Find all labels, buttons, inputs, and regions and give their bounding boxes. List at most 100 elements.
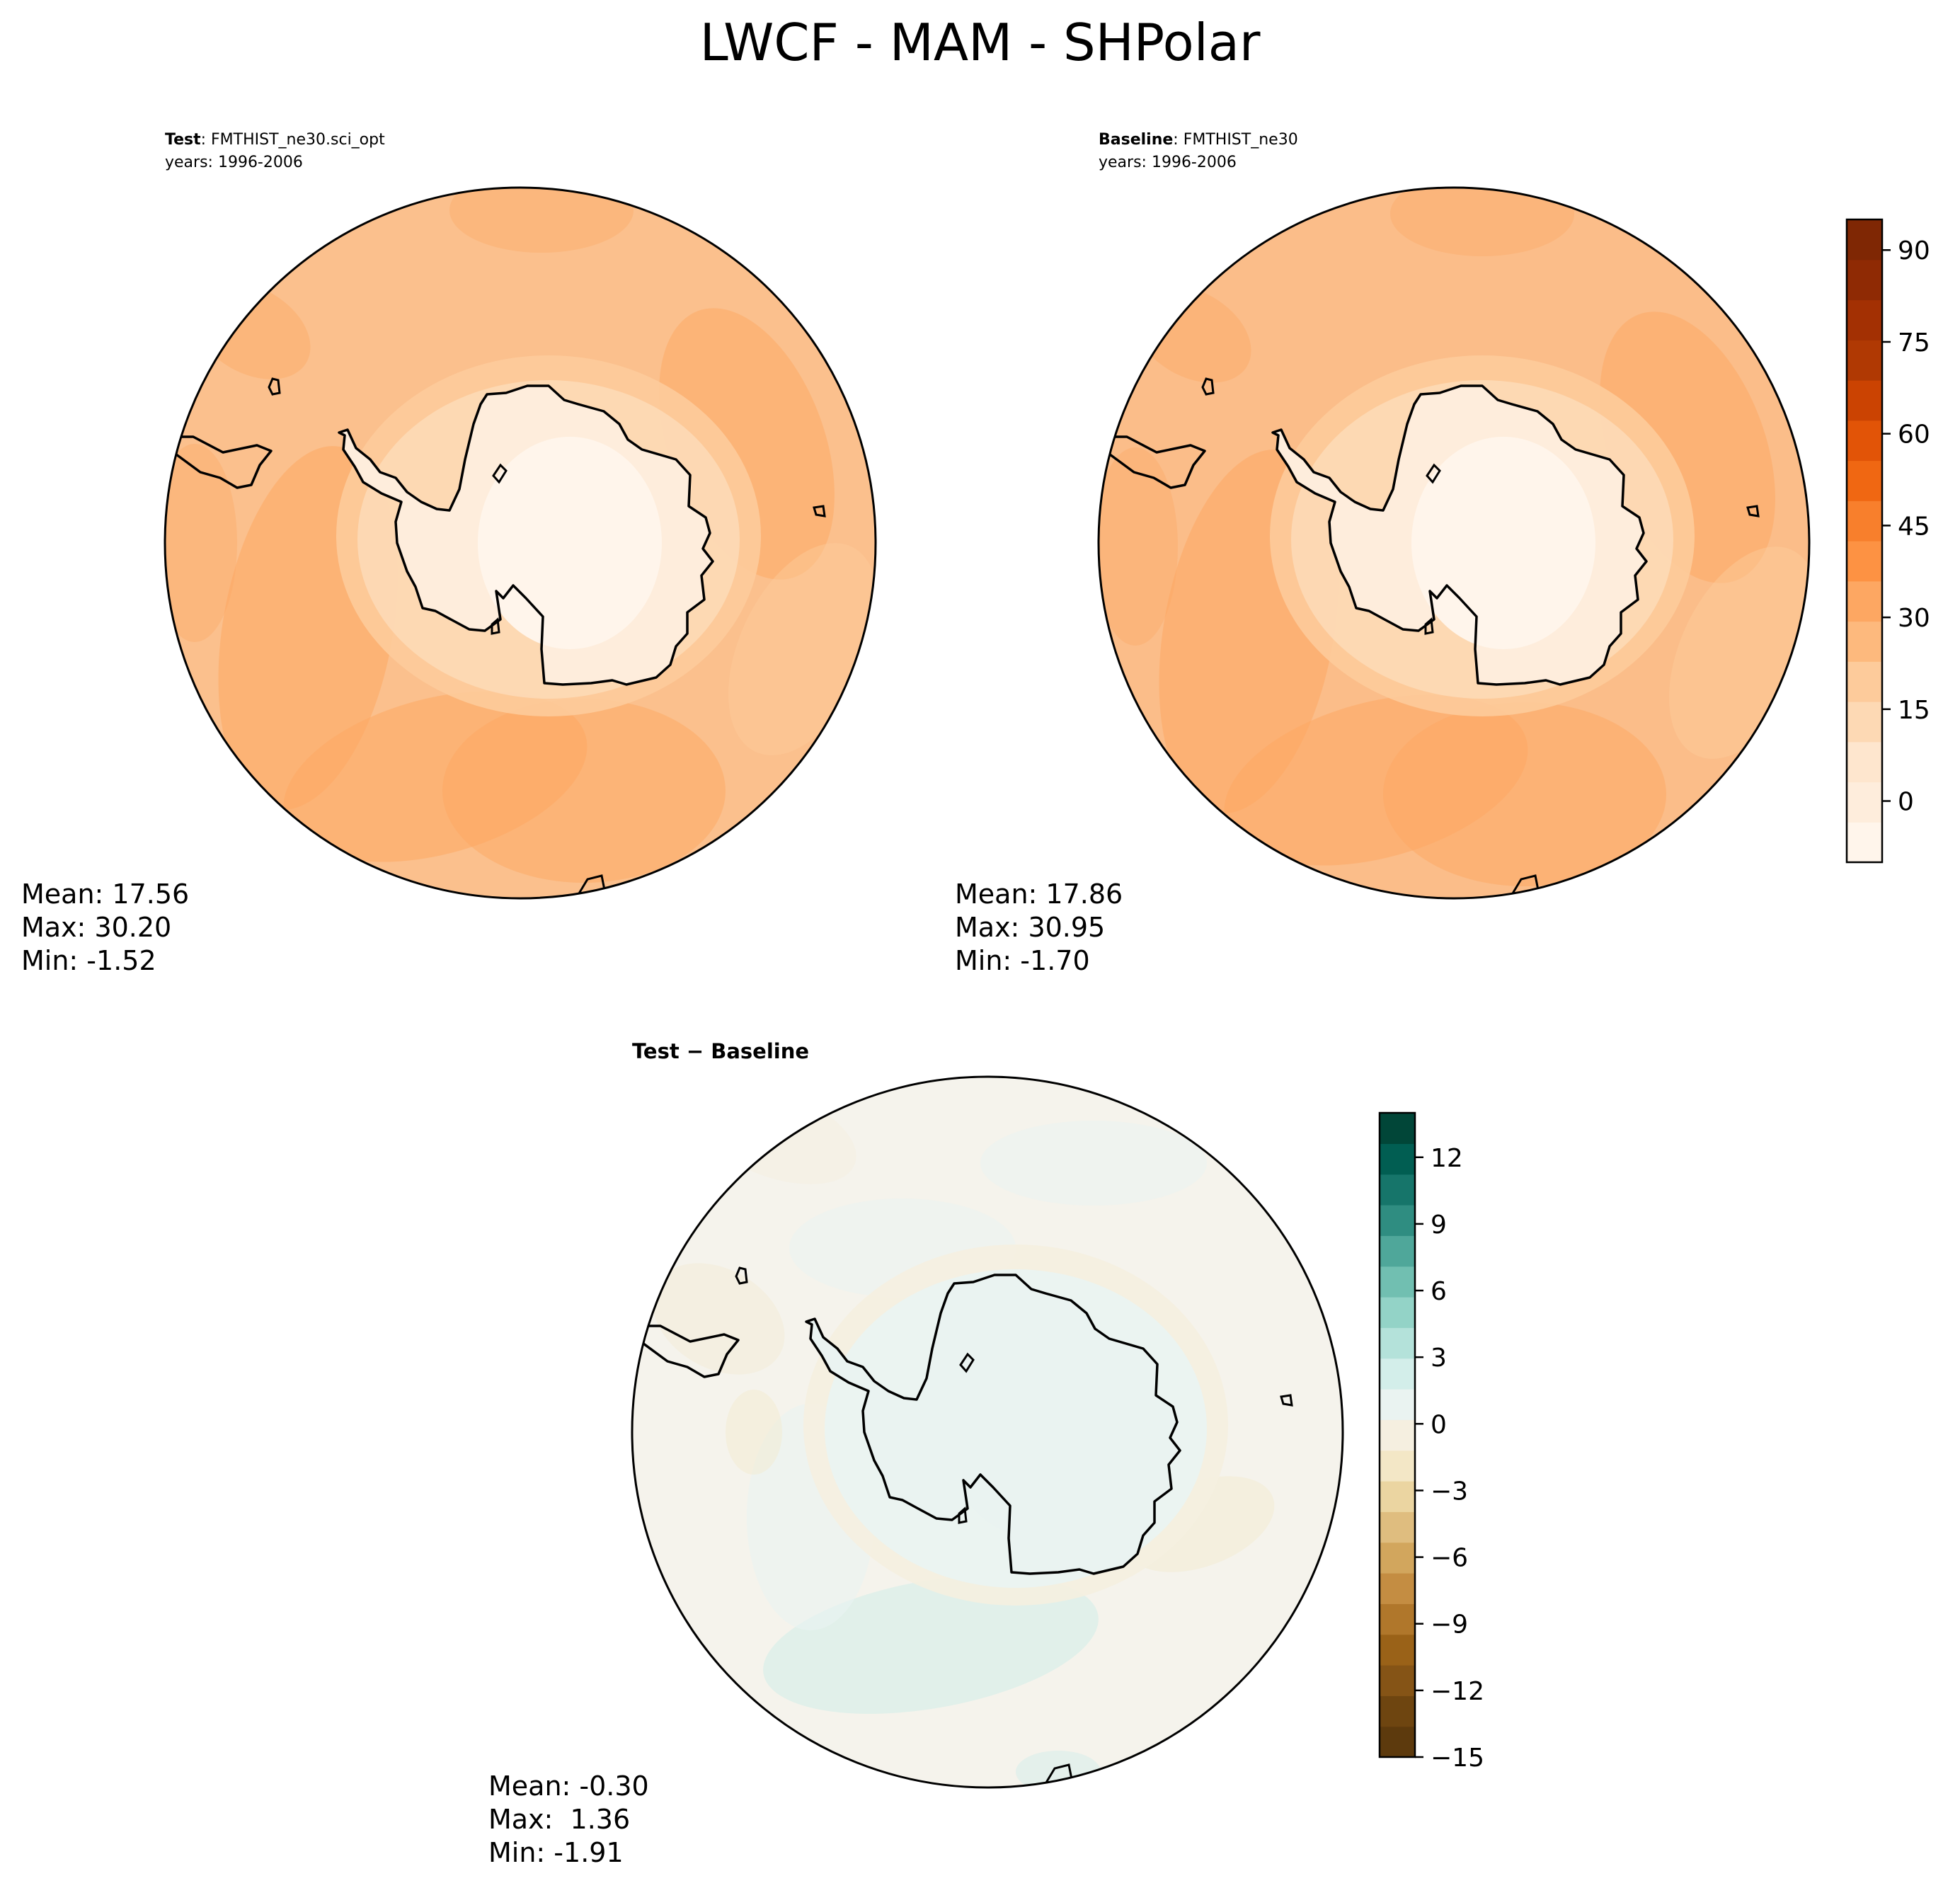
baseline-antarctica-coastline <box>1271 384 1648 686</box>
colorbar-diff-tick-label: −9 <box>1431 1610 1468 1640</box>
colorbar-lwcf-tick-label: 60 <box>1898 420 1930 450</box>
colorbar-lwcf-color-level <box>1847 782 1882 823</box>
colorbar-lwcf-frame <box>1845 218 1884 864</box>
baseline-contour-region <box>1099 447 1178 646</box>
diff-south-america-coastline <box>632 1325 740 1378</box>
test-stats: Mean: 17.56 Max: 30.20 Min: -1.52 <box>21 878 189 978</box>
colorbar-diff-color-level <box>1380 1481 1415 1512</box>
test-island-coastline <box>268 377 281 396</box>
diff-island-coastline <box>959 1352 975 1373</box>
colorbar-lwcf-color-level <box>1847 702 1882 743</box>
baseline-min: Min: -1.70 <box>955 945 1090 976</box>
colorbar-lwcf-color-level <box>1847 541 1882 582</box>
test-min: Min: -1.52 <box>21 945 156 976</box>
diff-contour-region <box>726 1390 782 1475</box>
test-island-coastline <box>813 505 826 517</box>
colorbar-diff-color-level <box>1380 1358 1415 1390</box>
test-field <box>165 188 876 898</box>
baseline-island-coastline <box>1201 377 1215 396</box>
baseline-field <box>1099 188 1809 898</box>
diff-panel-title: Test − Baseline <box>632 1039 810 1063</box>
diff-boundary <box>631 1075 1344 1789</box>
baseline-island-coastline <box>1424 617 1434 635</box>
colorbar-diff-tick-label: 12 <box>1431 1144 1463 1173</box>
colorbar-lwcf-tick-label: 30 <box>1898 604 1930 633</box>
colorbar-lwcf-tick-label: 90 <box>1898 236 1930 265</box>
baseline-contour-region <box>1383 702 1666 886</box>
baseline-mean: Mean: 17.86 <box>955 879 1123 910</box>
colorbar-diff-color-level <box>1380 1113 1415 1144</box>
colorbar-diff-color-level <box>1380 1143 1415 1175</box>
colorbar-lwcf-tick-label: 0 <box>1898 788 1914 817</box>
colorbar-diff-color-level <box>1380 1266 1415 1298</box>
diff-island-coastline <box>958 1506 968 1524</box>
colorbar-diff-color-level <box>1380 1389 1415 1420</box>
figure-title: LWCF - MAM - SHPolar <box>699 13 1261 72</box>
test-contour-region <box>165 444 237 642</box>
colorbar-lwcf-color-level <box>1847 420 1882 462</box>
test-south-america-coastline <box>165 435 273 489</box>
baseline-max: Max: 30.95 <box>955 912 1106 943</box>
diff-field <box>632 1077 1343 1787</box>
baseline-case-name: FMTHIST_ne30 <box>1183 131 1298 149</box>
test-map <box>164 186 877 900</box>
colorbar-lwcf-tick-label: 15 <box>1898 696 1930 725</box>
diff-antarctica-coastline <box>805 1274 1181 1575</box>
colorbar-diff-color-level <box>1380 1603 1415 1635</box>
test-contour-region <box>449 188 634 253</box>
colorbar-diff-tick-label: −15 <box>1431 1744 1484 1773</box>
colorbar-diff-color-level <box>1380 1205 1415 1236</box>
colorbar-diff-tick-label: 9 <box>1431 1211 1447 1240</box>
diff-contour-region <box>652 1263 785 1375</box>
diff-min: Min: -1.91 <box>488 1837 624 1868</box>
test-antarctica-coastline <box>338 384 714 686</box>
test-years: years: 1996-2006 <box>165 154 303 171</box>
test-island-coastline <box>491 617 500 635</box>
test-contour-region <box>442 699 726 883</box>
colorbar-diff-tick-label: 6 <box>1431 1277 1447 1306</box>
colorbar-diff-color-level <box>1380 1695 1415 1727</box>
baseline-contour-region <box>1390 188 1574 256</box>
colorbar-lwcf-color-level <box>1847 219 1882 261</box>
colorbar-lwcf-color-level <box>1847 580 1882 622</box>
colorbar-diff-color-level <box>1380 1174 1415 1206</box>
diff-contour-region <box>980 1121 1207 1206</box>
colorbar-lwcf-color-level <box>1847 380 1882 421</box>
colorbar-diff-color-level <box>1380 1726 1415 1758</box>
baseline-island-coastline <box>1746 505 1760 517</box>
test-case-name: FMTHIST_ne30.sci_opt <box>211 131 385 149</box>
colorbar-lwcf-color-level <box>1847 340 1882 381</box>
colorbar-diff-tick-label: 0 <box>1431 1410 1447 1439</box>
baseline-boundary <box>1097 186 1811 900</box>
colorbar-lwcf-tick-label: 75 <box>1898 328 1930 357</box>
colorbar-lwcf-tick-label: 45 <box>1898 512 1930 541</box>
diff-stats: Mean: -0.30 Max: 1.36 Min: -1.91 <box>488 1770 649 1870</box>
test-max: Max: 30.20 <box>21 912 172 943</box>
colorbar-lwcf-color-level <box>1847 621 1882 662</box>
baseline-map <box>1097 186 1811 900</box>
colorbar-lwcf-color-level <box>1847 500 1882 542</box>
colorbar-lwcf-color-level <box>1847 661 1882 702</box>
diff-island-coastline <box>1280 1394 1293 1407</box>
colorbar-diff-color-level <box>1380 1573 1415 1604</box>
test-label: Test <box>165 131 201 149</box>
colorbar-diff: −15 −12 −9 −6 −3 0 3 6 9 12 <box>1378 1111 1484 1773</box>
colorbar-lwcf-color-level <box>1847 822 1882 863</box>
colorbar-diff-tick-label: −3 <box>1431 1477 1468 1506</box>
baseline-panel-title: Baseline: FMTHIST_ne30 years: 1996-2006 <box>1099 131 1298 171</box>
colorbar-lwcf-color-level <box>1847 299 1882 341</box>
colorbar-diff-color-level <box>1380 1634 1415 1666</box>
diff-island-coastline <box>735 1266 748 1285</box>
colorbar-diff-color-level <box>1380 1235 1415 1267</box>
baseline-island-coastline <box>1426 463 1441 484</box>
colorbar-diff-tick-label: −6 <box>1431 1544 1468 1573</box>
colorbar-diff-color-level <box>1380 1665 1415 1696</box>
baseline-label: Baseline <box>1099 131 1174 149</box>
baseline-years: years: 1996-2006 <box>1099 154 1237 171</box>
colorbar-diff-color-level <box>1380 1419 1415 1451</box>
test-boundary <box>164 186 877 900</box>
colorbar-diff-color-level <box>1380 1327 1415 1359</box>
colorbar-lwcf: 0 15 30 45 60 75 90 <box>1845 218 1930 864</box>
